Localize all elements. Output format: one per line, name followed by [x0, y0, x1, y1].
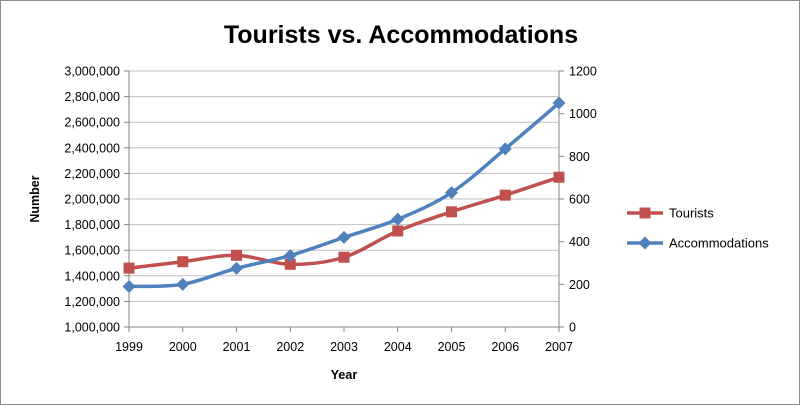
left-tick-label: 2,600,000 — [64, 116, 120, 130]
y-axis-title: Number — [28, 175, 42, 222]
chart-title: Tourists vs. Accommodations — [224, 21, 578, 49]
left-axis-ticks: 1,000,000 1,200,000 1,400,000 1,600,000 1,80… — [64, 65, 120, 335]
x-axis-ticks: 1999 2000 2001 2002 2003 2004 2005 2006 2007 — [115, 340, 573, 354]
right-tick-label: 600 — [569, 193, 590, 207]
accommodations-legend-marker — [638, 236, 652, 250]
tourists-point — [284, 258, 296, 270]
tourists-point — [177, 256, 189, 268]
left-tick-label: 1,600,000 — [64, 244, 120, 258]
x-tick-label: 2002 — [276, 340, 304, 354]
x-tick-label: 2007 — [545, 340, 573, 354]
series-layer — [122, 96, 566, 293]
left-tick-label: 1,200,000 — [64, 295, 120, 309]
accommodations-point — [337, 230, 351, 244]
legend: Tourists Accommodations — [627, 206, 769, 251]
tourists-point — [499, 189, 511, 201]
right-tick-label: 800 — [569, 150, 590, 164]
right-tick-label: 1200 — [569, 65, 597, 79]
left-tick-label: 1,000,000 — [64, 321, 120, 335]
tourists-point — [446, 206, 457, 218]
x-tick-label: 2006 — [491, 340, 519, 354]
tourists-point — [553, 171, 565, 183]
accommodations-point — [230, 261, 243, 275]
right-tick-label: 400 — [569, 235, 590, 249]
accommodations-legend-label: Accommodations — [669, 236, 769, 251]
tourists-point — [392, 225, 404, 237]
accommodations-point — [122, 279, 136, 293]
x-tick-label: 2000 — [169, 340, 197, 354]
left-tick-label: 2,800,000 — [64, 90, 120, 104]
x-tick-label: 2004 — [384, 340, 412, 354]
left-tick-label: 2,200,000 — [64, 167, 120, 181]
tourists-point — [338, 251, 350, 263]
accommodations-point — [445, 186, 458, 200]
tourists-point — [123, 262, 135, 274]
right-axis-ticks: 0 200 400 600 800 1000 1200 — [569, 65, 597, 335]
tourists-legend-marker — [639, 207, 651, 219]
right-tick-label: 1000 — [569, 107, 597, 121]
accommodations-point — [498, 142, 512, 156]
gridlines — [129, 70, 559, 328]
tourists-legend-label: Tourists — [669, 206, 714, 221]
left-tick-label: 2,400,000 — [64, 141, 120, 155]
x-tick-label: 1999 — [115, 340, 143, 354]
left-tick-label: 1,400,000 — [64, 269, 120, 283]
left-tick-label: 2,000,000 — [64, 193, 120, 207]
right-tick-label: 0 — [569, 321, 576, 335]
left-tick-label: 3,000,000 — [64, 65, 120, 79]
right-tick-label: 200 — [569, 278, 590, 292]
accommodations-point — [283, 249, 297, 263]
tourists-point — [231, 249, 242, 261]
accommodations-point — [176, 277, 190, 291]
left-tick-label: 1,800,000 — [64, 218, 120, 232]
accommodations-point — [552, 96, 566, 110]
x-tick-label: 2001 — [223, 340, 251, 354]
x-axis-title: Year — [331, 368, 358, 382]
accommodations-point — [391, 212, 405, 226]
x-tick-label: 2005 — [438, 340, 466, 354]
axes — [124, 70, 564, 332]
x-tick-label: 2003 — [330, 340, 358, 354]
